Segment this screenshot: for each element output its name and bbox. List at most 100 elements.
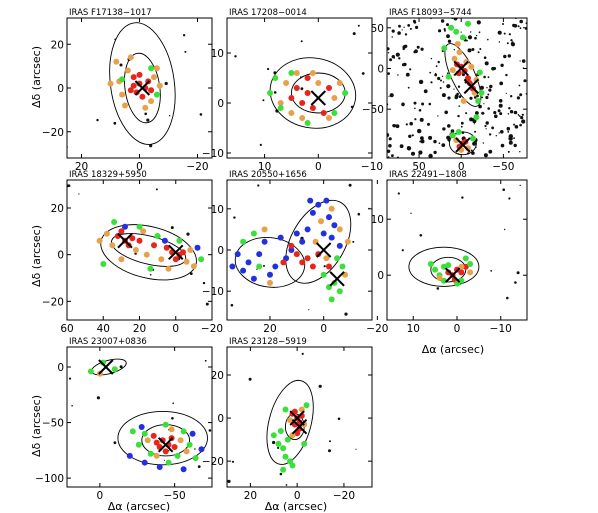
- noise-speck: [205, 302, 209, 306]
- noise-speck: [500, 130, 504, 134]
- noise-speck: [420, 139, 425, 144]
- data-point-blue: [180, 466, 187, 473]
- noise-speck: [402, 45, 406, 48]
- data-point-blue: [272, 263, 279, 270]
- x-tick-label: 50: [412, 161, 425, 173]
- data-point-orange: [344, 238, 351, 245]
- noise-speck: [521, 119, 526, 124]
- data-point-green: [153, 91, 160, 98]
- noise-speck: [391, 29, 395, 33]
- noise-speck: [488, 149, 493, 154]
- noise-speck: [460, 31, 462, 33]
- data-point-blue: [304, 226, 311, 233]
- noise-speck: [423, 89, 428, 94]
- noise-speck: [505, 92, 507, 94]
- data-point-orange: [267, 279, 273, 286]
- data-point-orange: [127, 54, 134, 61]
- noise-speck: [405, 123, 408, 126]
- data-point-orange: [468, 63, 475, 70]
- noise-speck: [523, 79, 527, 83]
- noise-speck: [149, 144, 153, 148]
- y-axis-label-row-1: Δδ (arcsec): [30, 46, 43, 108]
- nucleus-cross: [291, 418, 308, 435]
- noise-speck: [519, 27, 522, 30]
- noise-speck: [96, 396, 100, 400]
- noise-speck: [411, 134, 414, 137]
- noise-speck: [388, 144, 392, 148]
- noise-speck: [510, 39, 513, 42]
- data-point-orange: [323, 255, 330, 262]
- plot-area: [229, 183, 370, 316]
- noise-speck: [498, 41, 501, 43]
- noise-speck: [407, 24, 411, 27]
- data-point-green: [147, 450, 154, 457]
- noise-speck: [300, 87, 304, 91]
- noise-speck: [520, 116, 524, 120]
- data-point-red: [163, 244, 170, 251]
- noise-speck: [164, 81, 168, 86]
- x-tick-label: 10: [407, 323, 420, 335]
- data-point-green: [448, 24, 455, 31]
- data-point-orange: [336, 80, 343, 86]
- data-point-green: [180, 428, 187, 435]
- data-point-green: [87, 368, 94, 375]
- data-point-green: [467, 261, 474, 267]
- y-tick-label: −20: [42, 127, 64, 139]
- noise-speck: [467, 48, 472, 53]
- noise-speck: [441, 75, 444, 78]
- data-point-orange: [119, 91, 126, 98]
- noise-speck: [503, 54, 507, 59]
- y-tick-label: 10: [371, 214, 384, 226]
- noise-speck: [262, 99, 265, 102]
- noise-speck: [275, 109, 279, 113]
- data-point-green: [301, 440, 308, 447]
- data-point-blue: [256, 251, 263, 258]
- data-point-orange: [460, 98, 467, 104]
- panel-frame: [386, 17, 528, 159]
- x-tick-label: 0: [136, 161, 143, 173]
- noise-speck: [395, 124, 400, 129]
- noise-speck: [433, 139, 437, 144]
- data-point-green: [186, 441, 193, 448]
- data-point-red: [172, 256, 179, 263]
- noise-speck: [519, 123, 522, 127]
- data-point-green: [270, 432, 277, 439]
- data-point-green: [154, 233, 161, 239]
- noise-speck: [170, 226, 174, 230]
- data-point-orange: [153, 65, 160, 72]
- nucleus-cross: [117, 232, 133, 249]
- data-point-green: [462, 255, 469, 262]
- noise-speck: [450, 129, 455, 133]
- data-point-green: [111, 366, 118, 373]
- data-point-green: [445, 73, 452, 80]
- data-point-green: [427, 261, 434, 267]
- noise-speck: [388, 137, 392, 141]
- data-point-green: [459, 34, 466, 41]
- noise-speck: [279, 472, 283, 476]
- data-point-blue: [194, 244, 201, 251]
- noise-speck: [487, 76, 490, 79]
- data-point-green: [148, 65, 155, 72]
- noise-speck: [482, 142, 484, 144]
- noise-speck: [481, 111, 485, 115]
- data-point-green: [473, 114, 480, 121]
- data-point-green: [147, 265, 154, 272]
- noise-speck: [508, 33, 511, 36]
- x-tick-label: 40: [97, 323, 110, 335]
- noise-speck: [352, 32, 356, 36]
- data-point-green: [192, 455, 199, 462]
- data-point-red: [320, 110, 327, 116]
- noise-speck: [517, 114, 520, 116]
- data-point-red: [288, 95, 295, 101]
- x-tick-label: 0: [172, 323, 179, 335]
- noise-speck: [493, 111, 497, 115]
- data-point-orange: [454, 41, 461, 47]
- y-tick-label: −50: [42, 418, 64, 430]
- noise-speck: [113, 121, 117, 125]
- data-point-orange: [283, 80, 290, 86]
- noise-speck: [398, 57, 401, 60]
- data-point-red: [309, 263, 316, 270]
- data-point-blue: [309, 209, 316, 216]
- noise-speck: [428, 135, 433, 140]
- noise-speck: [172, 402, 174, 405]
